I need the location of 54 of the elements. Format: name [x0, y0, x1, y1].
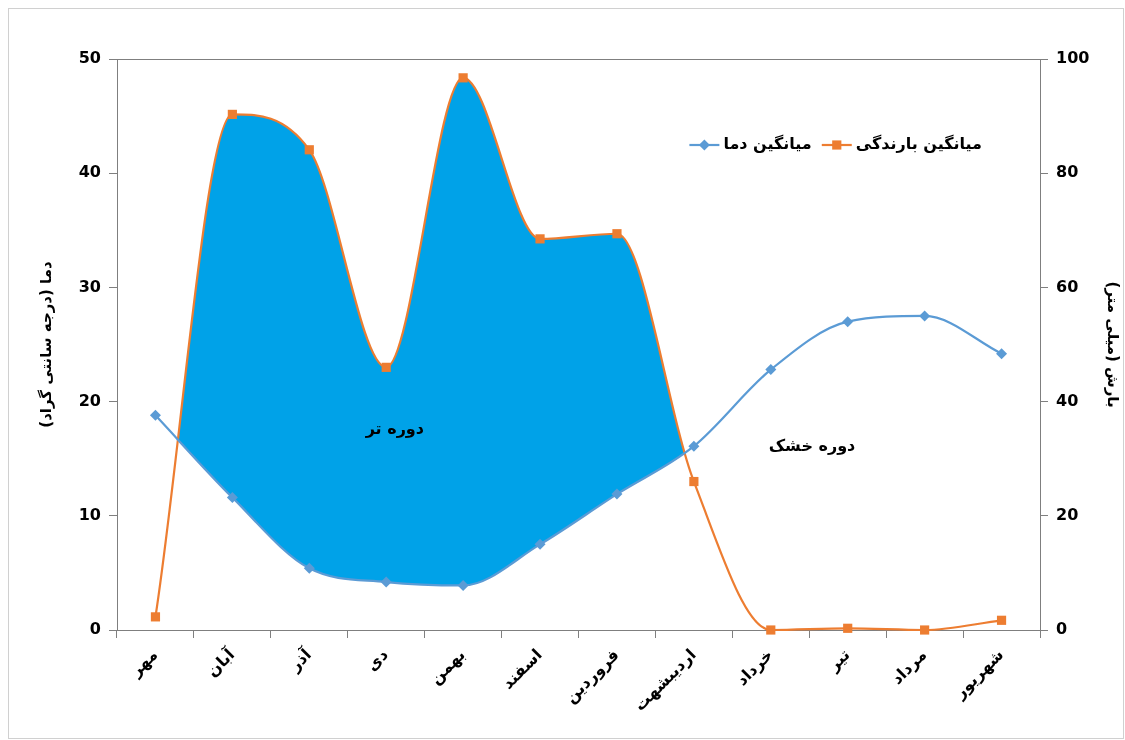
point — [304, 145, 314, 155]
y-tick-label: 30 — [78, 276, 101, 296]
point — [381, 362, 391, 372]
y-axis-title: دما (درجه سانتی گراد) — [36, 260, 55, 428]
point — [150, 612, 161, 622]
x-tick-label: دی — [362, 645, 392, 675]
x-tick-label: تیر — [823, 645, 854, 676]
x-tick-label: اسفند — [498, 645, 546, 693]
x-tick-label: آبان — [201, 644, 239, 681]
y2-axis-title: بارش (میلی متر) — [1104, 281, 1123, 408]
point — [766, 625, 776, 635]
x-tick-label: مهر — [125, 645, 162, 681]
point — [996, 348, 1008, 360]
point — [303, 562, 315, 574]
point — [842, 316, 854, 328]
legend-label: میانگین بارندگی — [855, 134, 983, 154]
y2-tick-label: 40 — [1056, 390, 1079, 410]
y-tick-label: 20 — [78, 390, 101, 410]
y2-tick-label: 60 — [1056, 276, 1079, 296]
point — [380, 576, 392, 588]
x-tick-label: شهریور — [949, 645, 1008, 703]
x-tick-label: فروردین — [561, 645, 623, 707]
point — [765, 364, 777, 376]
x-tick-label: بهمن — [425, 645, 469, 689]
legend-label: میانگین دما — [723, 134, 812, 154]
point — [688, 440, 700, 452]
point — [149, 409, 161, 421]
y-tick-label: 10 — [78, 504, 101, 524]
y-tick-label: 40 — [78, 162, 101, 182]
y-tick-label: 0 — [89, 619, 101, 639]
point — [227, 109, 237, 119]
point — [919, 310, 931, 322]
point — [534, 538, 546, 550]
point — [612, 229, 622, 239]
point — [920, 625, 930, 635]
annotation: دوره تر — [364, 419, 424, 439]
point — [996, 615, 1007, 625]
x-tick-label: مرداد — [887, 645, 931, 689]
point — [689, 476, 699, 487]
annotation: دوره خشک — [768, 436, 856, 456]
y2-tick-label: 0 — [1056, 619, 1068, 639]
point — [458, 73, 468, 83]
point — [843, 623, 853, 633]
point — [226, 492, 238, 504]
y2-tick-label: 100 — [1056, 48, 1090, 68]
point — [535, 234, 545, 244]
point — [457, 579, 469, 591]
x-tick-label: اردیبشهت — [630, 645, 700, 715]
x-tick-label: آذر — [284, 644, 316, 676]
y-tick-label: 50 — [78, 48, 101, 68]
y2-tick-label: 80 — [1056, 162, 1079, 182]
y2-tick-label: 20 — [1056, 504, 1079, 524]
point — [611, 488, 623, 500]
x-tick-label: خرداد — [732, 645, 777, 690]
